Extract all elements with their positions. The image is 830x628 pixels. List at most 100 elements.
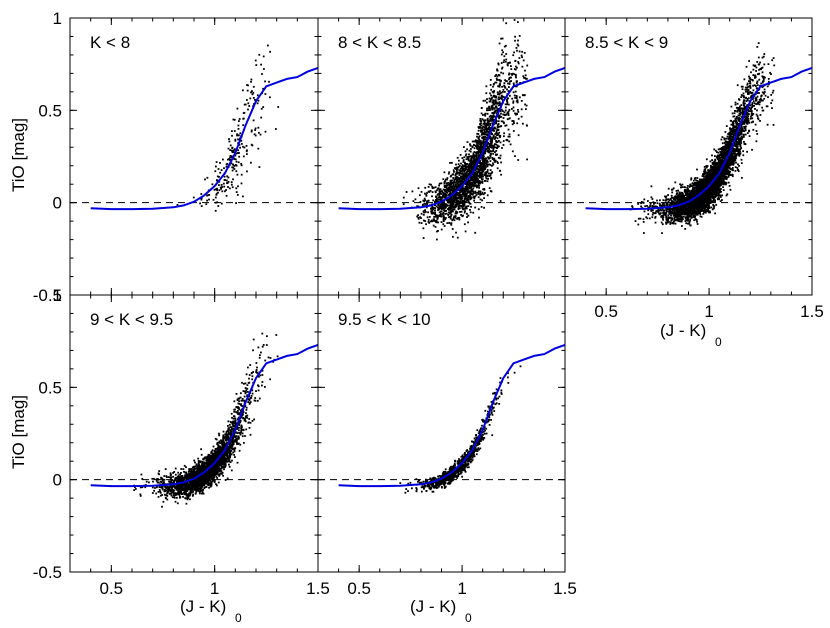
data-point (269, 96, 271, 99)
data-point (442, 188, 445, 191)
data-point (230, 181, 233, 183)
data-point (254, 134, 257, 137)
data-point (444, 180, 447, 183)
data-point (439, 198, 442, 201)
data-point (449, 181, 452, 184)
data-point (699, 213, 702, 215)
data-point (452, 185, 455, 188)
data-point (464, 193, 467, 196)
data-point (517, 62, 520, 65)
data-point (499, 141, 502, 144)
data-point (439, 188, 442, 191)
data-point (426, 200, 428, 203)
data-point (505, 124, 508, 127)
data-point (468, 185, 471, 187)
data-point (513, 68, 516, 70)
data-point (460, 190, 462, 193)
data-point (494, 105, 497, 108)
data-point (430, 210, 432, 213)
data-point (250, 80, 252, 83)
data-point (664, 214, 667, 216)
data-point (461, 164, 464, 166)
data-point (514, 35, 516, 38)
data-point (502, 117, 505, 119)
data-point (240, 182, 243, 185)
data-point (475, 175, 478, 177)
data-point (507, 128, 510, 131)
data-point (215, 161, 218, 163)
data-point (484, 166, 487, 169)
data-point (470, 183, 473, 186)
data-point (452, 216, 455, 219)
data-point (458, 165, 461, 167)
data-point (740, 129, 743, 132)
data-point (512, 130, 515, 132)
data-point (709, 173, 712, 176)
data-point (478, 216, 480, 219)
data-point (524, 69, 526, 72)
data-point (482, 119, 485, 122)
data-point (758, 103, 761, 106)
data-point (488, 128, 491, 131)
data-point (767, 96, 769, 98)
data-point (448, 197, 451, 200)
data-point (470, 197, 472, 200)
data-point (520, 115, 523, 118)
data-point (447, 207, 450, 210)
data-point (443, 186, 446, 188)
data-point (460, 180, 462, 182)
data-point (252, 91, 255, 94)
data-point (469, 144, 472, 147)
data-point (232, 178, 234, 181)
data-point (471, 168, 473, 171)
data-point (499, 92, 502, 94)
data-point (458, 159, 460, 162)
data-point (442, 194, 445, 196)
data-point (518, 35, 521, 37)
data-point (438, 207, 441, 210)
data-point (453, 208, 456, 210)
data-point (439, 214, 442, 216)
data-point (506, 103, 509, 106)
data-point (437, 214, 439, 217)
data-point (480, 167, 483, 170)
data-point (448, 189, 450, 192)
data-point (417, 216, 420, 219)
data-point (457, 178, 460, 181)
data-point (479, 118, 482, 120)
data-point (481, 157, 484, 160)
data-point (231, 151, 234, 154)
data-point (490, 145, 493, 148)
data-point (495, 77, 498, 80)
data-point (727, 181, 730, 184)
data-point (477, 208, 480, 211)
data-point (711, 159, 713, 161)
data-point (487, 124, 489, 126)
data-point (442, 207, 445, 209)
data-point (440, 228, 443, 231)
data-point (453, 167, 456, 169)
data-point (468, 166, 471, 169)
data-point (722, 186, 724, 188)
data-point (438, 192, 441, 195)
data-point (759, 114, 762, 116)
data-point (439, 191, 441, 194)
data-point (497, 98, 500, 101)
data-point (473, 174, 475, 177)
data-point (452, 190, 455, 193)
data-point (450, 213, 453, 216)
data-point (677, 215, 680, 218)
data-point (718, 159, 721, 162)
data-point (475, 194, 478, 196)
data-point (494, 136, 497, 138)
data-point (486, 128, 488, 131)
data-point (217, 191, 219, 194)
data-point (517, 109, 519, 111)
data-point (509, 62, 511, 64)
data-point (459, 172, 462, 175)
data-point (517, 39, 519, 42)
data-point (446, 208, 449, 210)
data-point (471, 146, 474, 149)
data-point (470, 165, 473, 168)
